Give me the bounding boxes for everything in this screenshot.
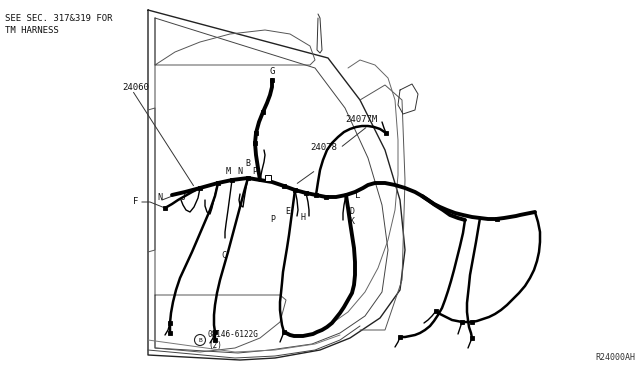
Text: R24000AH: R24000AH bbox=[595, 353, 635, 362]
Text: N: N bbox=[237, 167, 243, 176]
Text: L: L bbox=[355, 190, 361, 199]
Bar bbox=[293, 188, 297, 192]
Text: F: F bbox=[133, 198, 139, 206]
Bar bbox=[168, 321, 172, 325]
Text: N: N bbox=[157, 193, 163, 202]
Bar bbox=[495, 217, 499, 221]
Bar bbox=[246, 176, 250, 180]
Bar bbox=[304, 191, 308, 195]
Bar bbox=[282, 184, 286, 188]
Bar bbox=[282, 330, 286, 334]
Text: 24078: 24078 bbox=[310, 144, 337, 153]
Text: P: P bbox=[271, 215, 275, 224]
Bar bbox=[470, 320, 474, 324]
Bar bbox=[398, 335, 402, 339]
Text: G: G bbox=[269, 67, 275, 77]
Circle shape bbox=[195, 334, 205, 346]
Text: C: C bbox=[221, 250, 227, 260]
Bar bbox=[168, 331, 172, 335]
Bar bbox=[384, 131, 388, 135]
Text: K: K bbox=[349, 218, 355, 227]
Text: 24060: 24060 bbox=[122, 83, 149, 93]
Bar bbox=[213, 338, 217, 342]
Bar bbox=[216, 181, 220, 185]
Text: J: J bbox=[180, 193, 186, 202]
Text: B: B bbox=[198, 337, 202, 343]
Bar bbox=[261, 110, 265, 114]
Text: D: D bbox=[349, 208, 355, 217]
Text: 24077M: 24077M bbox=[345, 115, 377, 125]
Bar bbox=[314, 193, 318, 197]
Bar bbox=[213, 330, 217, 334]
Bar bbox=[324, 195, 328, 199]
Bar bbox=[163, 206, 167, 210]
Bar bbox=[434, 309, 438, 313]
Text: E: E bbox=[285, 208, 291, 217]
Text: P: P bbox=[253, 167, 257, 176]
Bar bbox=[230, 178, 234, 182]
Text: H: H bbox=[301, 214, 305, 222]
Bar bbox=[198, 186, 202, 190]
Bar bbox=[470, 336, 474, 340]
Bar bbox=[270, 78, 274, 82]
Bar bbox=[254, 131, 258, 135]
Bar bbox=[253, 141, 257, 145]
Bar bbox=[460, 320, 464, 324]
Text: 08146-6122G
(2): 08146-6122G (2) bbox=[208, 330, 259, 350]
Text: M: M bbox=[225, 167, 230, 176]
Bar bbox=[265, 175, 271, 181]
Text: SEE SEC. 317&319 FOR
TM HARNESS: SEE SEC. 317&319 FOR TM HARNESS bbox=[5, 14, 113, 35]
Text: B: B bbox=[246, 158, 250, 167]
